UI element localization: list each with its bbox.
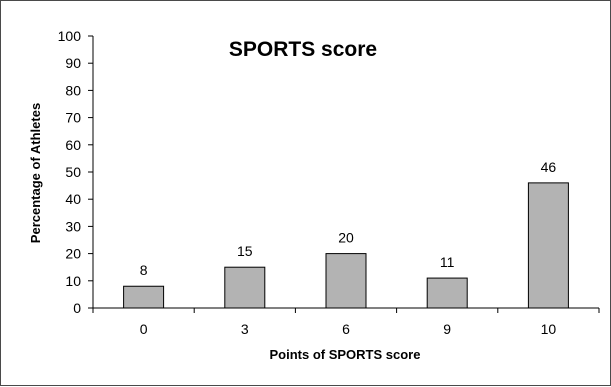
bar bbox=[123, 285, 165, 309]
chart-title: SPORTS score bbox=[229, 38, 377, 61]
y-tick-label: 80 bbox=[65, 82, 81, 98]
x-axis-title: Points of SPORTS score bbox=[270, 347, 421, 362]
axes: 0 10 20 30 40 50 60 70 80 90 100 bbox=[58, 28, 600, 316]
bar bbox=[325, 253, 367, 309]
y-tick-label: 40 bbox=[65, 191, 81, 207]
y-tick-label: 0 bbox=[73, 300, 81, 316]
y-tick-label: 60 bbox=[65, 137, 81, 153]
y-tick-label: 30 bbox=[65, 218, 81, 234]
data-label: 46 bbox=[541, 159, 557, 175]
y-tick-label: 50 bbox=[65, 164, 81, 180]
bar bbox=[426, 277, 468, 309]
x-tick-label: 9 bbox=[443, 321, 451, 337]
x-tick-label: 0 bbox=[140, 321, 148, 337]
x-tick-label: 6 bbox=[342, 321, 350, 337]
y-tick-label: 10 bbox=[65, 273, 81, 289]
bar bbox=[527, 182, 569, 309]
bars: 0 8 3 15 6 20 9 11 10 46 bbox=[123, 159, 569, 337]
x-tick-label: 10 bbox=[541, 321, 557, 337]
y-axis-title: Percentage of Athletes bbox=[28, 103, 43, 243]
y-tick-label: 70 bbox=[65, 110, 81, 126]
data-label: 11 bbox=[440, 254, 455, 270]
y-tick-label: 100 bbox=[58, 28, 82, 44]
x-tick-label: 3 bbox=[241, 321, 249, 337]
data-label: 20 bbox=[338, 230, 354, 246]
y-tick-label: 20 bbox=[65, 246, 81, 262]
bar bbox=[224, 266, 266, 309]
y-tick-label: 90 bbox=[65, 55, 81, 71]
data-label: 15 bbox=[237, 243, 253, 259]
data-label: 8 bbox=[140, 262, 148, 278]
